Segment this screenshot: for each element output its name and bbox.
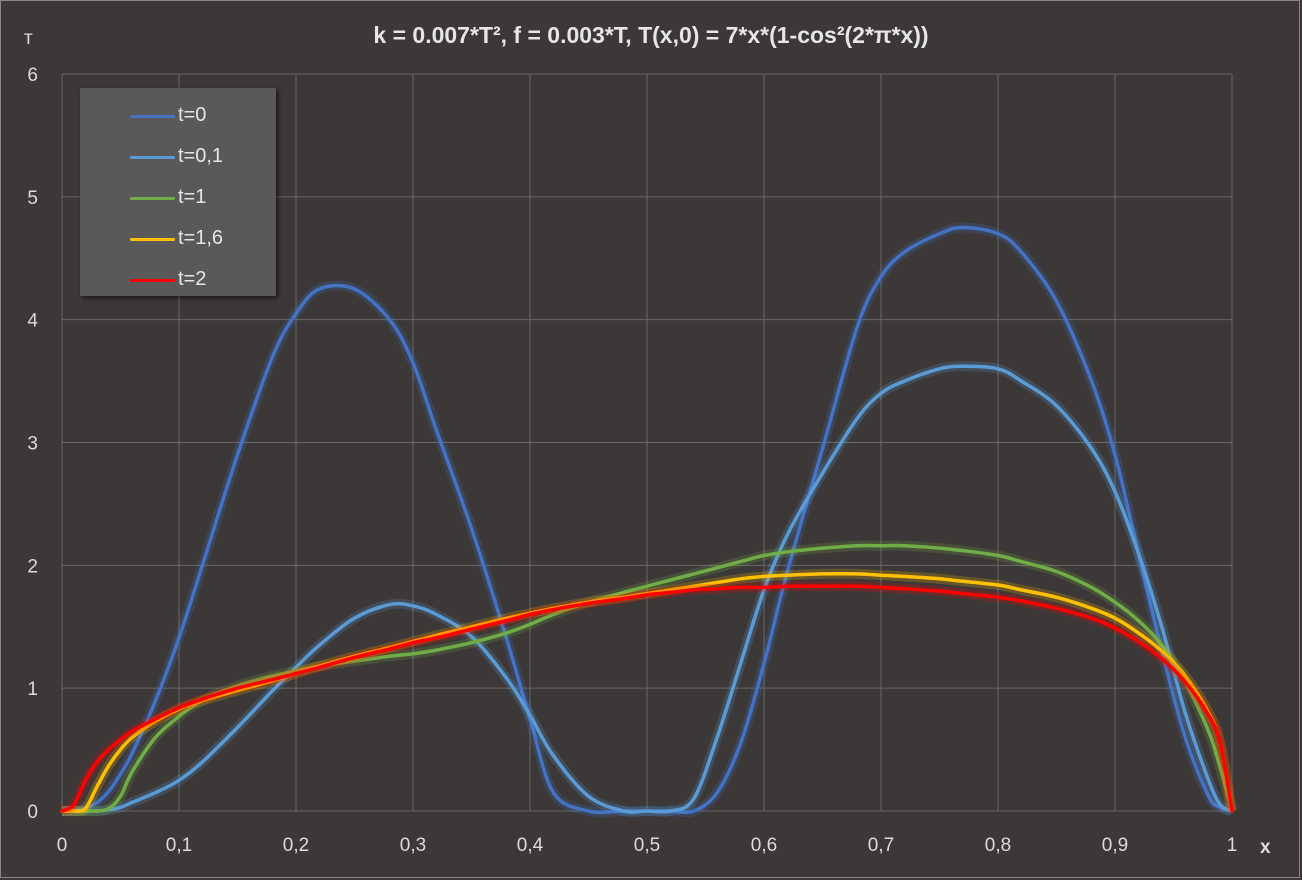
x-tick-label: 0,7 [868,835,894,856]
x-tick-label: 0,6 [751,835,777,856]
x-tick-label: 0,4 [517,835,544,856]
legend-item: t=1,6 [80,219,276,259]
x-tick-label: 0 [57,835,68,856]
legend-label: t=1,6 [178,227,224,249]
x-tick-label: 0,8 [985,835,1011,856]
legend-label: t=0 [178,104,207,126]
y-tick-label: 3 [27,434,38,455]
legend-swatch [130,156,175,159]
legend-item: t=0,1 [80,137,276,177]
y-axis-label: т [24,28,33,49]
x-tick-label: 0,1 [166,835,192,856]
y-tick-label: 0 [27,802,38,823]
x-tick-label: 0,2 [283,835,309,856]
chart-title: k = 0.007*T², f = 0.003*T, T(x,0) = 7*x*… [373,22,929,48]
series-line-4 [60,584,1234,813]
y-tick-label: 6 [27,65,38,86]
legend-label: t=2 [178,268,207,290]
legend-label: t=1 [178,186,207,208]
legend: t=0 t=0,1 t=1 t=1,6 t=2 [80,88,276,296]
legend-item: t=0 [80,96,276,136]
y-tick-label: 1 [27,679,38,700]
grid [61,73,1233,812]
series-lines [59,222,1237,818]
legend-item: t=1 [80,178,276,218]
legend-swatch [130,197,175,200]
x-tick-label: 0,9 [1102,835,1128,856]
y-tick-label: 2 [27,556,38,577]
legend-item: t=2 [80,260,276,300]
legend-swatch [130,115,175,118]
x-axis-label: x [1260,837,1271,858]
legend-label: t=0,1 [178,145,224,167]
x-tick-label: 1 [1227,835,1238,856]
x-tick-label: 0,5 [634,835,660,856]
legend-swatch [130,279,175,282]
y-tick-label: 5 [27,188,38,209]
tick-labels: 0 0,1 0,2 0,3 0,4 0,5 0,6 0,7 0,8 0,9 1 0 1 2 3 4 5 6 [27,65,1237,856]
y-tick-label: 4 [27,311,38,332]
series-line-2 [60,543,1234,813]
series-line-1 [60,364,1234,814]
x-tick-label: 0,3 [400,835,426,856]
legend-swatch [130,238,175,241]
